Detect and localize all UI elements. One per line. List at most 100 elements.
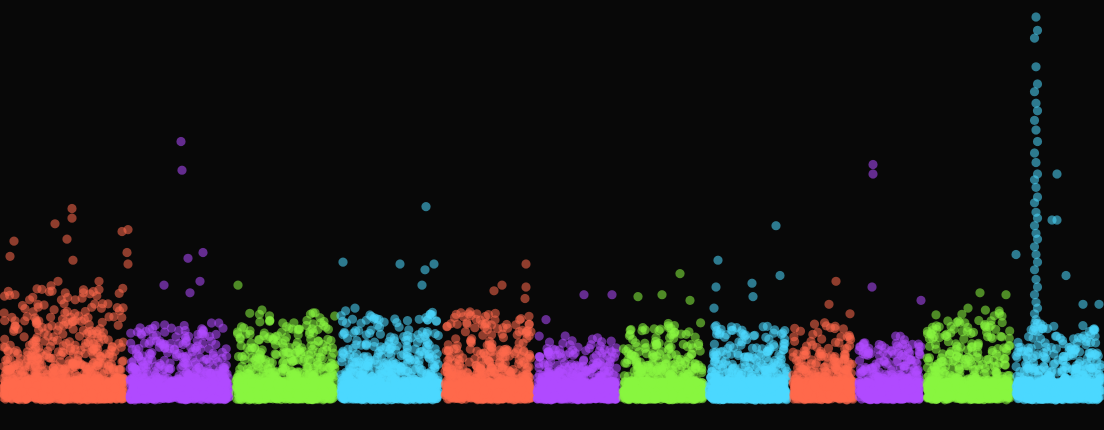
data-point-chr-4 [361, 378, 371, 388]
data-point-chr-2 [154, 394, 165, 404]
data-point-chr-3 [301, 320, 312, 331]
data-point-chr-1 [33, 299, 43, 309]
data-point-chr-1 [11, 346, 21, 356]
data-point-chr-2 [128, 384, 138, 395]
data-point-chr-1 [117, 357, 127, 367]
data-point-chr-1 [48, 336, 58, 346]
data-point-chr-4 [402, 358, 412, 369]
data-point-chr-2 [170, 344, 180, 354]
data-point-chr-1 [38, 391, 48, 401]
data-point-chr-2 [143, 356, 153, 366]
data-point-chr-1 [95, 351, 105, 361]
data-point-chr-2 [177, 376, 187, 386]
data-point-chr-2 [198, 381, 208, 391]
data-point-chr-1 [106, 391, 116, 401]
data-point-chr-1 [0, 308, 9, 318]
data-point-chr-2 [208, 348, 218, 358]
data-point-chr-1 [22, 311, 32, 322]
data-point-chr-4 [343, 379, 353, 389]
data-point-chr-4 [408, 392, 419, 402]
data-point-chr-3 [270, 332, 280, 342]
data-point-chr-1 [72, 392, 82, 402]
data-point-chr-1 [54, 363, 64, 373]
data-point-chr-5 [511, 368, 521, 378]
data-point-chr-4 [354, 357, 364, 367]
data-point-chr-6 [565, 368, 575, 378]
data-point-chr-4 [377, 389, 387, 399]
data-point-chr-3 [325, 378, 335, 388]
data-point-chr-3 [308, 381, 318, 392]
data-point-chr-5 [500, 358, 510, 369]
data-point-chr-1 [8, 389, 18, 399]
data-point-chr-5 [495, 345, 505, 355]
data-point-chr-3 [316, 363, 326, 373]
data-point-chr-3 [277, 378, 287, 389]
data-point-chr-1 [44, 287, 54, 297]
data-point-chr-5 [443, 346, 453, 356]
data-point-chr-5 [446, 387, 456, 397]
data-point-chr-2 [187, 353, 197, 363]
data-point-chr-3 [286, 378, 296, 389]
data-point-chr-5 [460, 327, 470, 337]
data-point-chr-2 [141, 326, 151, 337]
data-point-chr-3 [302, 363, 313, 373]
data-point-chr-1 [46, 312, 56, 322]
data-point-chr-1 [73, 384, 83, 394]
data-point-chr-1 [24, 361, 34, 372]
data-point-chr-2 [131, 367, 141, 377]
data-point-chr-1 [97, 369, 107, 379]
data-point-chr-1 [54, 321, 64, 331]
data-point-chr-4 [384, 336, 394, 347]
data-point-chr-1 [114, 338, 124, 348]
data-point-chr-3 [245, 308, 255, 318]
data-point-chr-1 [81, 338, 91, 348]
data-point-chr-3 [320, 388, 330, 398]
data-point-chr-5 [522, 365, 532, 375]
data-point-chr-2 [195, 364, 205, 374]
data-point-chr-4 [376, 342, 386, 352]
data-point-chr-5 [462, 318, 472, 328]
data-point-chr-1 [68, 358, 78, 368]
data-point-chr-5 [515, 377, 525, 387]
data-point-chr-2 [179, 320, 189, 331]
data-point-chr-2 [209, 384, 219, 394]
data-point-chr-1 [44, 353, 54, 363]
data-point-chr-1 [60, 288, 70, 298]
data-point-chr-5 [454, 365, 464, 375]
data-point-chr-1 [43, 323, 53, 333]
data-point-chr-4 [396, 380, 406, 390]
data-point-chr-2 [220, 376, 230, 387]
data-point-chr-3 [283, 391, 293, 401]
data-point-chr-4 [414, 314, 424, 324]
data-point-chr-4 [385, 377, 396, 387]
data-point-chr-1 [99, 334, 109, 344]
data-point-chr-4 [388, 357, 398, 367]
data-point-chr-4 [428, 380, 438, 390]
data-point-chr-4 [431, 316, 441, 326]
data-point-chr-1 [84, 320, 94, 330]
data-point-chr-1 [22, 394, 32, 404]
data-point-chr-1 [15, 365, 25, 375]
data-point-chr-1 [52, 384, 62, 394]
data-point-chr-1 [104, 352, 114, 362]
data-point-chr-4 [424, 349, 434, 360]
data-point-chr-4 [394, 322, 404, 332]
data-point-chr-2 [140, 385, 150, 395]
data-point-chr-1 [1, 355, 11, 365]
data-point-chr-3 [240, 383, 250, 393]
data-point-chr-1 [28, 346, 38, 356]
data-point-chr-1 [113, 320, 123, 330]
data-point-chr-6 [542, 367, 553, 377]
data-point-chr-6 [597, 337, 607, 347]
data-point-chr-3 [257, 353, 267, 363]
data-point-chr-2 [127, 357, 137, 367]
data-point-chr-5 [472, 367, 482, 378]
data-point-chr-5 [524, 311, 534, 321]
data-point-chr-4 [402, 343, 412, 353]
data-point-chr-4 [351, 340, 361, 350]
data-point-chr-1 [82, 329, 92, 339]
data-point-chr-2 [160, 343, 170, 353]
data-point-chr-2 [221, 344, 231, 354]
data-point-chr-5 [465, 381, 475, 391]
data-point-chr-3 [237, 361, 247, 371]
